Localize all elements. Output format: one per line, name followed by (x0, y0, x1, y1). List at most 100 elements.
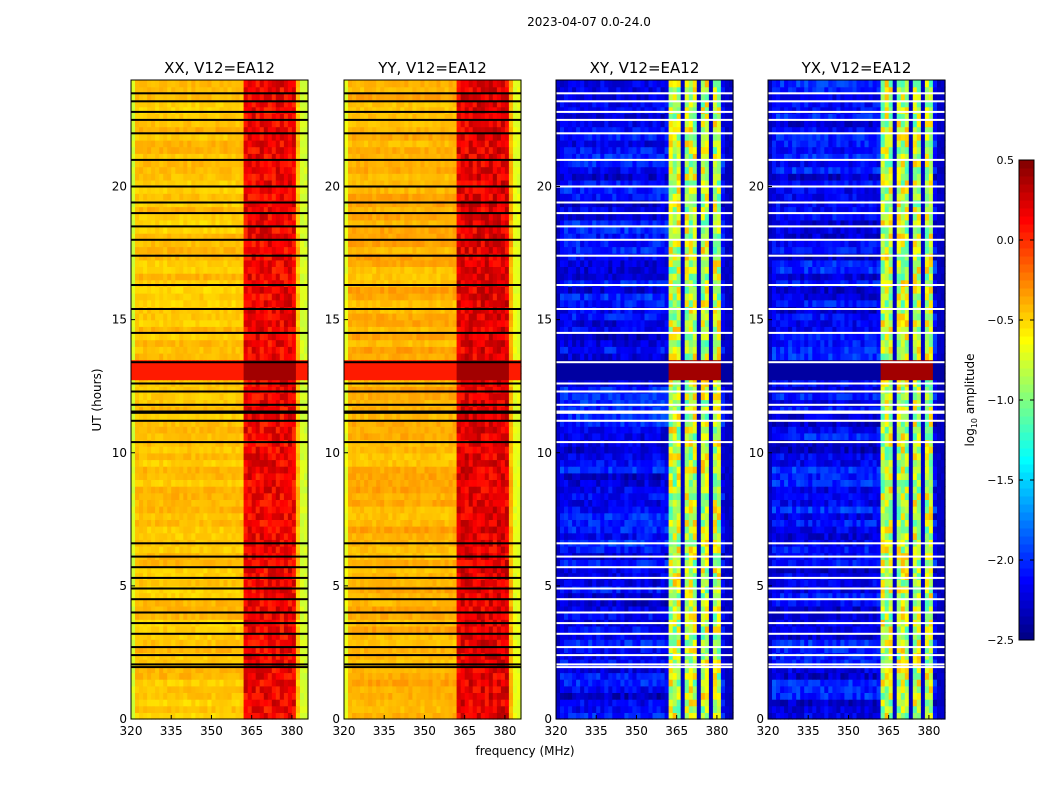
heatmap-cell (167, 352, 172, 361)
heatmap-cell (171, 625, 176, 634)
heatmap-cell (219, 119, 225, 128)
heatmap-cell (300, 133, 305, 141)
heatmap-cell (372, 665, 377, 674)
heatmap-cell (167, 106, 172, 114)
heatmap-cell (476, 632, 482, 640)
heatmap-cell (207, 146, 212, 154)
x-axis-label: frequency (MHz) (475, 744, 574, 758)
heatmap-cell (360, 659, 365, 667)
heatmap-cell (211, 472, 217, 480)
heatmap-cell (199, 173, 204, 181)
heatmap-cell (267, 519, 273, 527)
heatmap-cell (267, 233, 273, 241)
heatmap-cell (263, 372, 269, 381)
heatmap-cell (275, 146, 281, 154)
heatmap-cell (135, 426, 140, 434)
heatmap-cell (456, 685, 462, 693)
heatmap-cell (207, 286, 212, 294)
heatmap-cell (215, 526, 221, 534)
heatmap-cell (143, 179, 148, 188)
heatmap-cell (135, 139, 140, 148)
heatmap-cell (247, 665, 253, 674)
heatmap-cell (179, 100, 184, 108)
heatmap-cell (456, 672, 462, 680)
heatmap-cell (251, 459, 257, 467)
heatmap-cell (231, 113, 237, 121)
heatmap-cell (131, 532, 136, 540)
heatmap-cell (287, 119, 293, 128)
heatmap-cell (183, 346, 188, 354)
heatmap-cell (231, 293, 237, 301)
heatmap-cell (271, 645, 277, 654)
heatmap-cell (159, 153, 164, 161)
heatmap-cell (211, 612, 217, 620)
heatmap-cell (235, 406, 241, 414)
heatmap-cell (235, 672, 241, 680)
heatmap-cell (215, 80, 221, 88)
heatmap-cell (239, 206, 245, 214)
heatmap-cell (175, 419, 180, 427)
heatmap-cell (155, 412, 160, 421)
heatmap-cell (187, 279, 192, 287)
heatmap-cell (167, 392, 172, 401)
heatmap-cell (235, 692, 241, 700)
heatmap-cell (147, 632, 152, 640)
heatmap-cell (231, 486, 237, 494)
heatmap-cell (364, 612, 369, 620)
heatmap-cell (263, 685, 269, 693)
heatmap-cell (267, 492, 273, 500)
heatmap-cell (271, 699, 277, 707)
heatmap-cell (368, 672, 373, 680)
heatmap-cell (291, 559, 297, 567)
heatmap-cell (412, 632, 417, 640)
heatmap-cell (227, 173, 233, 181)
heatmap-cell (392, 692, 397, 700)
heatmap-cell (424, 612, 430, 620)
heatmap-cell (135, 665, 140, 674)
heatmap-cell (199, 479, 204, 487)
heatmap-cell (139, 113, 144, 121)
heatmap-cell (251, 186, 257, 194)
heatmap-cell (235, 572, 241, 580)
heatmap-cell (480, 645, 486, 654)
heatmap-cell (151, 126, 156, 134)
heatmap-cell (151, 412, 156, 421)
heatmap-cell (203, 366, 208, 374)
heatmap-cell (143, 246, 148, 254)
heatmap-cell (243, 179, 249, 188)
heatmap-cell (195, 239, 200, 248)
heatmap-cell (143, 313, 148, 321)
heatmap-cell (147, 446, 152, 454)
heatmap-cell (396, 712, 401, 720)
heatmap-cell (143, 406, 148, 414)
heatmap-cell (444, 685, 450, 693)
heatmap-cell (304, 126, 309, 134)
heatmap-cell (199, 319, 204, 327)
heatmap-cell (159, 226, 164, 234)
heatmap-cell (139, 386, 144, 394)
heatmap-cell (496, 632, 502, 640)
heatmap-cell (263, 679, 269, 687)
heatmap-cell (251, 359, 257, 367)
heatmap-cell (151, 332, 156, 341)
heatmap-cell (191, 286, 196, 294)
heatmap-cell (472, 639, 478, 647)
heatmap-cell (247, 133, 253, 141)
heatmap-cell (255, 446, 261, 454)
heatmap-cell (155, 313, 160, 321)
heatmap-cell (267, 705, 273, 713)
heatmap-cell (191, 239, 196, 248)
heatmap-cell (496, 672, 502, 680)
heatmap-cell (251, 266, 257, 274)
heatmap-cell (219, 332, 225, 341)
heatmap-cell (295, 572, 301, 580)
heatmap-cell (227, 406, 233, 414)
heatmap-cell (175, 545, 180, 554)
heatmap-cell (195, 466, 200, 474)
heatmap-cell (183, 159, 188, 168)
heatmap-cell (504, 672, 510, 680)
heatmap-cell (167, 113, 172, 121)
heatmap-cell (195, 712, 200, 720)
heatmap-cell (271, 346, 277, 354)
heatmap-cell (179, 645, 184, 654)
